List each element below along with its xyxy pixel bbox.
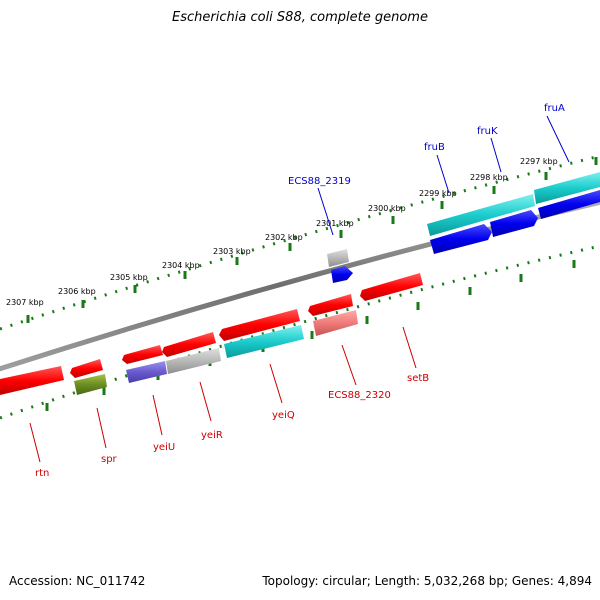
gene-setB[interactable]	[360, 273, 423, 301]
gene-spr-red[interactable]	[70, 359, 103, 378]
scale-label: 2297 kbp	[520, 157, 558, 166]
gene-yeiR-red[interactable]	[162, 332, 216, 357]
accession-text: Accession: NC_011742	[9, 574, 146, 588]
gene-ECS88_2319-gray[interactable]	[327, 249, 349, 267]
gene-fruA-ring-outer[interactable]	[534, 172, 600, 204]
gene-fruB[interactable]	[430, 224, 492, 254]
scale-label: 2307 kbp	[6, 298, 44, 307]
gene-fruA[interactable]	[538, 190, 600, 219]
gene-yeiR[interactable]	[166, 348, 221, 374]
gene-label-fruK: fruK	[477, 126, 498, 137]
gene-label-ECS88_2320: ECS88_2320	[328, 390, 391, 401]
scale-label: 2306 kbp	[58, 287, 96, 296]
gene-yeiU[interactable]	[126, 361, 167, 383]
scale-label: 2304 kbp	[162, 261, 200, 270]
gene-label-spr: spr	[101, 454, 118, 465]
gene-label-setB: setB	[407, 373, 429, 384]
gene-label-fruA: fruA	[544, 103, 565, 114]
scale-label: 2303 kbp	[213, 247, 251, 256]
gene-yeiQ-red[interactable]	[219, 309, 300, 341]
gene-fruK[interactable]	[490, 210, 538, 237]
scale-label: 2302 kbp	[265, 233, 303, 242]
gene-label-fruB: fruB	[424, 142, 445, 153]
scale-label: 2298 kbp	[470, 173, 508, 182]
genome-summary-text: Topology: circular; Length: 5,032,268 bp…	[262, 574, 592, 588]
scale-label: 2301 kbp	[316, 219, 354, 228]
gene-label-yeiQ: yeiQ	[272, 410, 295, 421]
outer-major-ticks	[26, 157, 598, 323]
scale-label: 2300 kbp	[368, 204, 406, 213]
gene-fruK-ring-outer[interactable]	[427, 194, 535, 236]
gene-label-ECS88_2319: ECS88_2319	[288, 176, 351, 187]
gene-ECS88_2319[interactable]	[331, 266, 353, 283]
gene-label-yeiU: yeiU	[153, 442, 175, 453]
bottom-label-connectors	[29, 326, 417, 463]
gene-ECS88_2319-red[interactable]	[308, 294, 353, 316]
gene-yeiU-red[interactable]	[122, 345, 163, 364]
scale-label: 2305 kbp	[110, 273, 148, 282]
gene-rtn[interactable]	[0, 366, 64, 395]
gene-spr[interactable]	[74, 374, 107, 395]
inner-major-ticks	[45, 260, 576, 411]
scale-label: 2299 kbp	[419, 189, 457, 198]
genome-title: Escherichia coli S88, complete genome	[172, 10, 428, 25]
top-label-connectors	[317, 115, 570, 236]
gene-label-rtn: rtn	[35, 468, 49, 479]
gene-yeiQ[interactable]	[224, 325, 304, 358]
gene-label-yeiR: yeiR	[201, 430, 223, 441]
gene-ECS88_2320[interactable]	[313, 310, 358, 336]
